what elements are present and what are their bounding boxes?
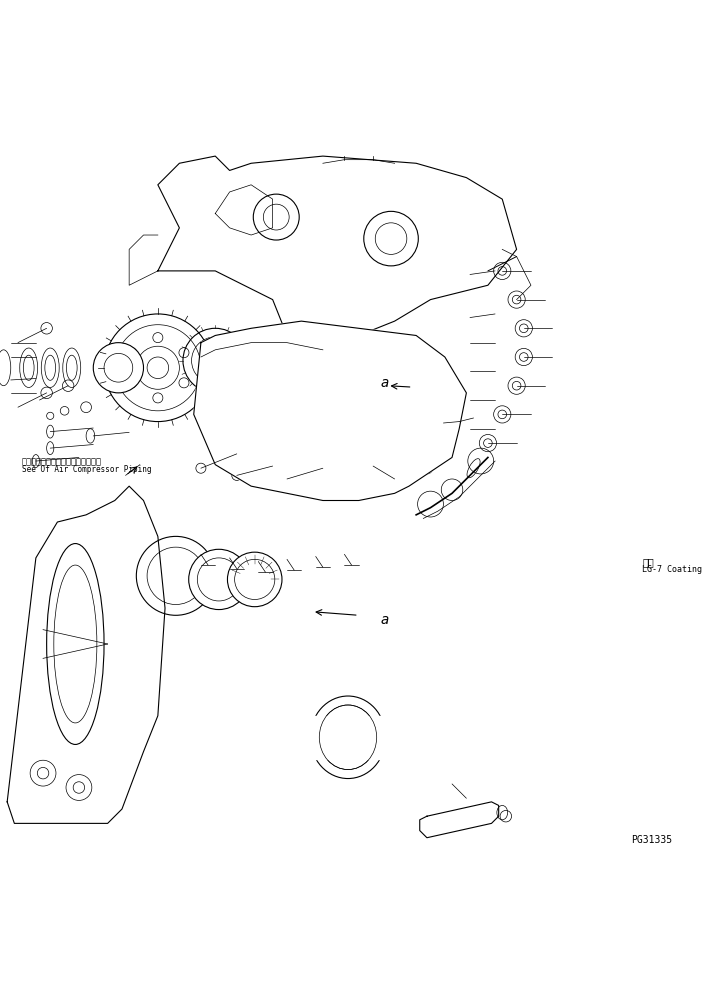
Circle shape [516,321,532,338]
Polygon shape [298,716,398,760]
Circle shape [267,352,278,364]
Circle shape [188,550,249,610]
Circle shape [421,463,433,475]
Circle shape [227,553,282,607]
Circle shape [249,463,260,475]
Text: PG31335: PG31335 [631,835,672,845]
Circle shape [93,344,144,394]
Circle shape [508,292,525,309]
Text: 塗布: 塗布 [642,557,654,567]
Circle shape [480,435,497,452]
Circle shape [411,367,422,378]
Circle shape [425,424,436,435]
Text: エアーコンプレッサバイピング参照: エアーコンプレッサバイピング参照 [22,457,101,466]
Polygon shape [420,802,499,838]
Circle shape [494,263,511,281]
Circle shape [516,349,532,367]
Circle shape [209,434,221,446]
Circle shape [137,537,215,615]
Circle shape [224,363,235,374]
Circle shape [418,492,444,517]
Text: LG-7 Coating: LG-7 Coating [642,564,702,573]
Circle shape [258,347,402,490]
Text: a: a [380,376,389,390]
Ellipse shape [311,696,385,779]
Circle shape [494,407,511,424]
Circle shape [508,378,525,395]
Text: See Of Air Compressor Piping: See Of Air Compressor Piping [22,464,151,473]
Text: a: a [380,612,389,626]
Polygon shape [7,487,165,824]
Circle shape [367,356,379,367]
Polygon shape [193,322,467,501]
